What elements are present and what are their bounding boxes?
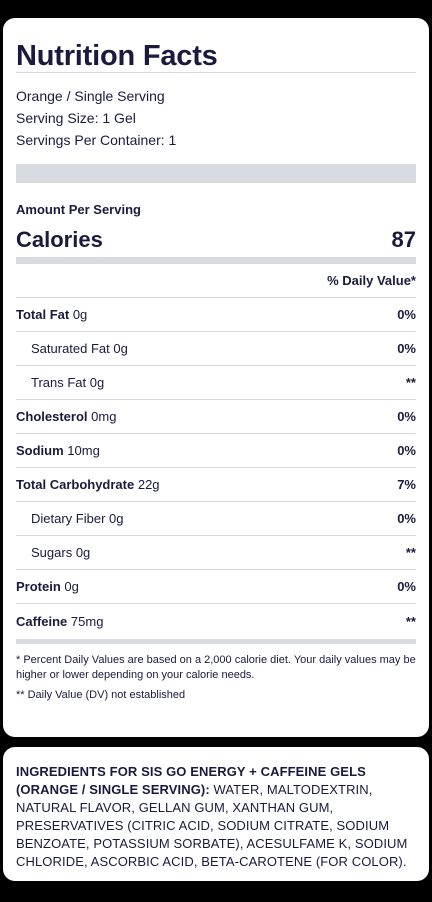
calories-value: 87: [391, 227, 416, 252]
nutrient-name: Trans Fat: [31, 375, 87, 390]
nutrient-amount: 22g: [137, 477, 160, 492]
serving-variant: Orange / Single Serving: [16, 88, 165, 104]
nutrient-row-total-carbohydrate: Total Carbohydrate 22g 7%: [16, 468, 416, 502]
nutrient-name: Total Carbohydrate: [16, 477, 135, 492]
nutrient-name: Sodium: [16, 443, 64, 458]
thick-divider: [16, 164, 416, 183]
nutrient-row-sodium: Sodium 10mg 0%: [16, 434, 416, 468]
nutrient-dv: 0%: [397, 443, 416, 458]
nutrient-list: Total Fat 0g 0% Saturated Fat 0g 0% Tran…: [16, 298, 416, 638]
nutrient-name: Dietary Fiber: [31, 511, 106, 526]
nutrient-row-trans-fat: Trans Fat 0g **: [16, 366, 416, 400]
ingredients-text: INGREDIENTS FOR SIS GO ENERGY + CAFFEINE…: [16, 763, 416, 871]
nutrient-amount: 0g: [109, 511, 124, 526]
daily-value-header: % Daily Value*: [16, 264, 416, 298]
footnote-daily-values: * Percent Daily Values are based on a 2,…: [16, 654, 416, 681]
nutrient-amount: 0mg: [91, 409, 117, 424]
ingredients-list: WATER, MALTODEXTRIN, NATURAL FLAVOR, GEL…: [16, 782, 408, 869]
nutrient-name: Sugars: [31, 545, 73, 560]
nutrient-row-caffeine: Caffeine 75mg **: [16, 604, 416, 638]
nutrient-amount: 0g: [64, 579, 79, 594]
nutrient-dv: 0%: [397, 341, 416, 356]
bottom-divider: [16, 639, 416, 644]
nutrition-facts-panel: Nutrition Facts Orange / Single Serving …: [3, 18, 429, 737]
nutrient-row-sugars: Sugars 0g **: [16, 536, 416, 570]
nutrient-amount: 0g: [113, 341, 128, 356]
footnotes: * Percent Daily Values are based on a 2,…: [16, 653, 416, 703]
medium-divider: [16, 257, 416, 264]
servings-per-container: Servings Per Container: 1: [16, 132, 177, 148]
serving-info: Orange / Single Serving Serving Size: 1 …: [16, 73, 416, 151]
nutrient-name: Saturated Fat: [31, 341, 110, 356]
ingredients-panel: INGREDIENTS FOR SIS GO ENERGY + CAFFEINE…: [3, 747, 429, 881]
nutrient-row-saturated-fat: Saturated Fat 0g 0%: [16, 332, 416, 366]
nutrient-dv: **: [405, 545, 416, 560]
nutrient-row-dietary-fiber: Dietary Fiber 0g 0%: [16, 502, 416, 536]
nutrient-amount: 0g: [72, 307, 88, 322]
nutrient-name: Caffeine: [16, 613, 68, 629]
footnote-dv-not-established: ** Daily Value (DV) not established: [16, 689, 186, 701]
nutrient-dv: 7%: [397, 477, 416, 492]
nutrient-amount: 75mg: [70, 613, 104, 629]
nutrient-row-total-fat: Total Fat 0g 0%: [16, 298, 416, 332]
nutrient-name: Cholesterol: [16, 409, 88, 424]
nutrient-row-protein: Protein 0g 0%: [16, 570, 416, 604]
serving-size: Serving Size: 1 Gel: [16, 110, 136, 126]
calories-row: Calories 87: [16, 223, 416, 257]
nutrient-amount: 0g: [75, 545, 91, 560]
nutrient-dv: 0%: [397, 511, 416, 526]
calories-label: Calories: [16, 227, 103, 252]
nutrient-name: Protein: [16, 579, 61, 594]
nutrient-amount: 0g: [89, 375, 105, 390]
nutrient-name: Total Fat: [16, 307, 70, 322]
nutrient-dv: 0%: [397, 579, 416, 594]
ingredients-heading: INGREDIENTS FOR SIS GO ENERGY + CAFFEINE…: [16, 764, 366, 797]
nutrient-dv: **: [405, 375, 416, 390]
nutrient-dv: **: [405, 613, 416, 629]
nutrient-dv: 0%: [397, 307, 416, 322]
nutrient-amount: 10mg: [67, 443, 100, 458]
page-title: Nutrition Facts: [16, 40, 218, 72]
amount-per-serving-label: Amount Per Serving: [16, 202, 141, 217]
divider: [16, 72, 416, 73]
nutrient-dv: 0%: [397, 409, 416, 424]
nutrient-row-cholesterol: Cholesterol 0mg 0%: [16, 400, 416, 434]
